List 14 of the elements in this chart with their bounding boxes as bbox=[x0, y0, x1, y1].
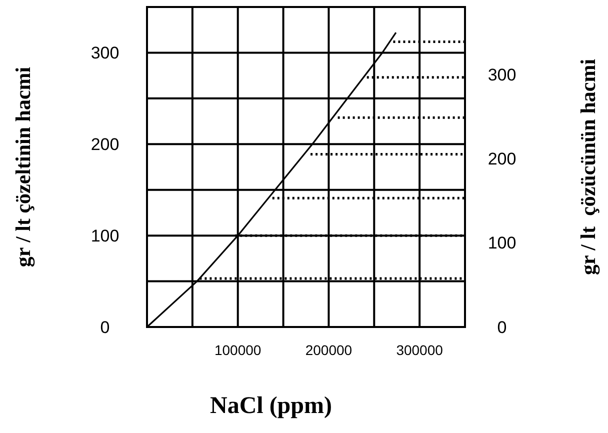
y-tick-label: 100 bbox=[90, 226, 120, 246]
y-tick-label: 200 bbox=[90, 135, 120, 154]
x-tick-label: 100000 bbox=[214, 342, 262, 358]
y2-tick-label: 0 bbox=[497, 318, 507, 337]
y2-tick-label: 200 bbox=[488, 150, 516, 169]
y2-tick-label: 100 bbox=[488, 234, 516, 253]
x-tick-label: 200000 bbox=[305, 342, 352, 358]
x-tick-label: 300000 bbox=[396, 342, 444, 358]
y-tick-label: 300 bbox=[90, 44, 120, 63]
y-axis-title: gr / lt çözeltinin hacmi bbox=[11, 66, 35, 268]
y2-axis-title: gr / lt çözücünün hacmi bbox=[576, 58, 600, 276]
y2-tick-label: 300 bbox=[488, 65, 516, 84]
x-axis-title: NaCl (ppm) bbox=[210, 393, 332, 419]
y-tick-label: 0 bbox=[100, 318, 110, 337]
